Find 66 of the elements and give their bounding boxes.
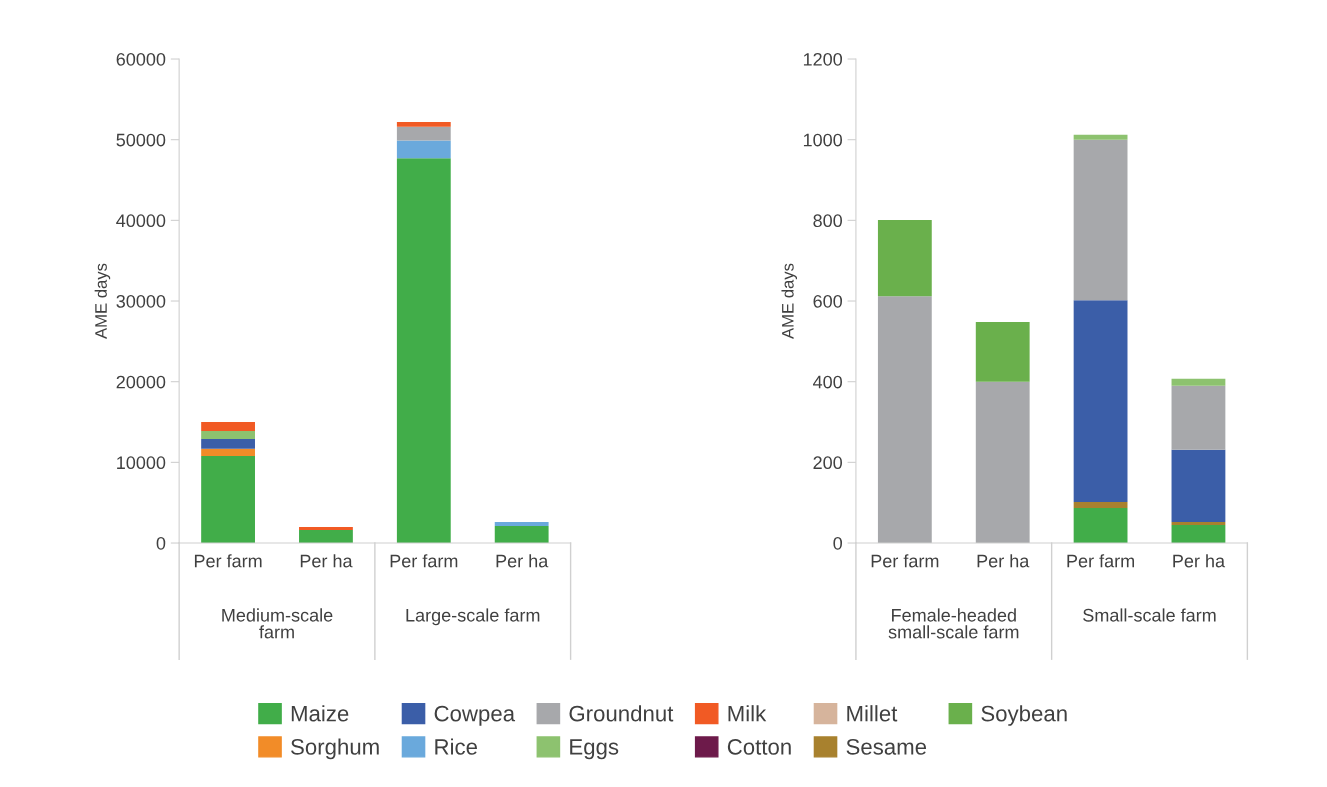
bar <box>877 219 932 297</box>
y-tick-label: 1200 <box>803 52 843 66</box>
legend-label: Cotton <box>727 739 791 755</box>
x-tick-label: Per farm <box>1067 554 1134 568</box>
bar <box>877 296 932 544</box>
bar <box>975 322 1030 382</box>
bar <box>1171 449 1226 523</box>
x-tick-label: Per farm <box>390 554 458 568</box>
bar <box>1171 524 1226 544</box>
x-tick-label: Per ha <box>1173 554 1226 568</box>
x-tick-label: Per ha <box>977 554 1030 568</box>
bar <box>396 121 451 127</box>
x-tick-label: Per ha <box>496 554 549 568</box>
bar <box>975 381 1030 544</box>
legend-label: Groundnut <box>569 705 674 722</box>
bar <box>1073 134 1128 140</box>
legend-label: Cowpea <box>434 705 516 726</box>
text: Small-scale farm <box>1083 608 1216 622</box>
bar <box>299 526 353 531</box>
y-tick-label: 20000 <box>116 375 166 389</box>
bar <box>494 526 549 544</box>
y-tick-label: 40000 <box>116 214 166 228</box>
legend-label: Milk <box>728 705 767 722</box>
y-tick-label: 0 <box>156 536 166 550</box>
bar <box>201 438 255 449</box>
y-tick-label: 1000 <box>803 133 843 147</box>
bar <box>1073 300 1128 502</box>
y-tick-label: 60000 <box>116 52 166 66</box>
legend-label: Millet <box>847 705 898 722</box>
bar <box>201 448 255 456</box>
bar <box>1171 522 1226 525</box>
bar <box>494 522 549 527</box>
y-tick-label: 30000 <box>116 294 166 308</box>
bar <box>201 422 255 431</box>
x-tick-label: Per farm <box>871 554 939 568</box>
text: Large-scale farm <box>406 608 540 626</box>
y-tick-label: 800 <box>813 214 843 228</box>
y-tick-label: 0 <box>833 536 843 550</box>
legend-label: Eggs <box>570 739 619 760</box>
legend-label: Sesame <box>846 739 927 755</box>
legend-label: Rice <box>435 738 477 755</box>
legend-label: Soybean <box>981 705 1067 726</box>
bar <box>1171 378 1226 386</box>
bar <box>396 126 451 141</box>
y-tick-label: 200 <box>813 456 843 470</box>
bar <box>201 430 255 439</box>
bar <box>1171 385 1226 450</box>
y-axis-title: AME days <box>94 263 111 339</box>
bar <box>1073 139 1128 301</box>
y-tick-label: 600 <box>813 294 843 308</box>
bar <box>1073 507 1128 544</box>
text: Female-headed small-scale farm <box>888 608 1019 639</box>
bar <box>201 455 255 544</box>
bar <box>396 140 451 159</box>
legend-label: Maize <box>291 705 349 722</box>
y-tick-label: 400 <box>813 375 843 389</box>
text: Medium-scale farm <box>222 608 333 639</box>
x-tick-label: Per farm <box>194 554 262 568</box>
y-axis-title: AME days <box>781 263 797 339</box>
y-tick-label: 10000 <box>117 456 166 470</box>
bar <box>396 158 451 544</box>
bar <box>1073 501 1128 508</box>
bar <box>299 530 353 544</box>
x-tick-label: Per ha <box>300 554 353 568</box>
legend-label: Sorghum <box>291 738 379 760</box>
y-tick-label: 50000 <box>116 133 166 147</box>
